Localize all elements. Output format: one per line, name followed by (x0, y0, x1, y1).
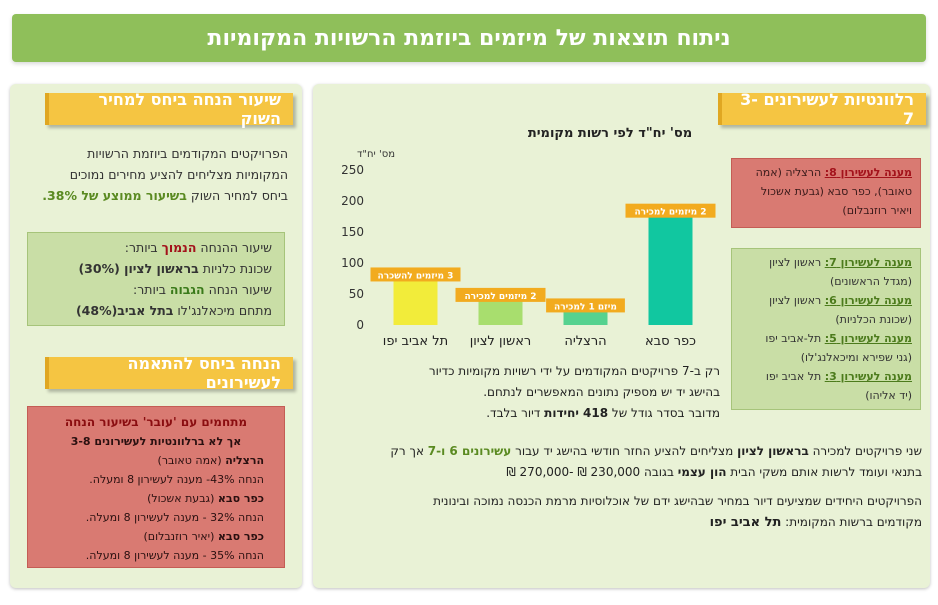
discount-line-1: הפרויקטים המקודמים ביוזמת הרשויות (87, 146, 288, 161)
page-header: ניתוח תוצאות של מיזמים ביוזמת הרשויות המ… (12, 14, 926, 62)
low-suffix: ביותר: (124, 240, 162, 255)
bar-label-tag (546, 298, 625, 313)
projects-paragraph: רק ב-7 פרויקטים המקודמים על ידי רשויות מ… (330, 361, 720, 424)
decile3-label: מענה לעשירון 3: (824, 370, 912, 383)
projects-line-2: בהישג יד יש מספיק נתונים המאפשרים לנתחם. (483, 385, 720, 399)
rishon-text-e: אך רק (390, 444, 428, 458)
rishon-city: בראשון לציון (737, 444, 809, 458)
bar-data-label: 3 מיזמים להשכרה (378, 271, 454, 281)
y-tick-label: 100 (341, 256, 364, 270)
bar (648, 211, 693, 325)
telaviv-city: תל אביב יפו (709, 515, 782, 530)
relevance-ribbon-label: רלוונטיות לעשירונים 3-7 (740, 90, 914, 128)
chart-title: מס' יח"ד לפי רשות מקומית (528, 126, 692, 141)
rishon-deciles: עשירונים 6 ו-7 (427, 444, 512, 458)
high-site: מתחם מיכאלנג'לו (173, 303, 272, 318)
relevance-ribbon: רלוונטיות לעשירונים 3-7 (718, 90, 926, 128)
bar-data-label: 2 מיזמים למכירה (634, 208, 706, 218)
discount-line-3: ביחס למחיר השוק (186, 188, 288, 203)
high-label: שיעור הנחה (204, 282, 272, 297)
decile7-label: מענה לעשירון 7: (824, 256, 912, 269)
x-tick-label: תל אביב יפו (383, 334, 448, 349)
discount-line-2: המקומיות מצליחים להציע מחירים נמוכים (69, 167, 288, 182)
decile3-site: (יד אליהו) (865, 389, 912, 402)
bar-label-tag (370, 267, 461, 282)
failing-title: מתחמים עם 'עובר' בשיעור הנחה (64, 415, 248, 429)
decile-ribbon: הנחה ביחס להתאמה לעשירונים (45, 354, 293, 392)
failing-subtitle: אך לא ברלוונטיות לעשירונים 3-8 (70, 435, 242, 448)
x-tick-label: ראשון לציון (470, 334, 532, 349)
decile8-text-3: ויאיר רוזנבלום) (842, 204, 912, 217)
decile8-label: מענה לעשירון 8: (824, 166, 912, 179)
bar-data-label: מיזם 1 למכירה (554, 302, 617, 312)
failing-site-1: (אמה טאובר) (157, 454, 226, 467)
failing-site-3: (יאיר רוזנבלום) (143, 530, 218, 543)
rishon-text-c: מצליחים להציע החזר חודשי בהישג יד עבור (511, 444, 738, 458)
bar-data-label: 2 מיזמים למכירה (464, 292, 536, 302)
failing-note-2: הנחה 32% - מענה לעשירון 8 ומעלה. (85, 511, 264, 524)
x-tick-label: כפר סבא (645, 334, 696, 349)
high-suffix: ביותר: (133, 282, 170, 297)
bar (393, 275, 438, 325)
decile8-text-1: הרצליה (אמה (755, 166, 825, 179)
bar-chart: מס' יח"ד לפי רשות מקומית מס' יח"ד 0 50 100… (341, 126, 716, 349)
deciles-box: מענה לעשירון 7: ראשון לציון (מגדל הראשונ… (731, 248, 921, 410)
y-tick-label: 200 (341, 194, 364, 208)
decile8-text-2: טאובר), כפר סבא (גבעת אשכול (760, 185, 912, 198)
failing-city-3: כפר סבא (217, 530, 264, 543)
telaviv-paragraph: הפרויקטים היחידים שמציעים דיור במחיר שבה… (330, 491, 922, 533)
y-tick-label: 50 (349, 287, 364, 301)
failing-note-3: הנחה 35% - מענה לעשירון 8 ומעלה. (85, 549, 264, 562)
rishon-paragraph: שני פרויקטים למכירה בראשון לציון מצליחים… (330, 441, 922, 483)
y-tick-label: 0 (356, 318, 364, 332)
low-value: בראשון לציון (30%) (78, 261, 199, 276)
rishon-equity: הון עצמי (677, 465, 727, 479)
decile5-city: תל-אביב יפו (765, 332, 822, 345)
rishon-line2-a: בתנאי ועומד לרשות אותם משקי הבית (726, 465, 922, 479)
y-tick-label: 250 (341, 163, 364, 177)
projects-units: 418 יחידות (544, 406, 609, 420)
decile5-label: מענה לעשירון 5: (824, 332, 912, 345)
decile6-city: ראשון לציון (769, 294, 822, 307)
low-site: שכונת כלניות (198, 261, 272, 276)
projects-line-3-end: דיור בלבד. (486, 406, 545, 420)
discount-ribbon: שיעור הנחה ביחס למחיר השוק (45, 90, 293, 128)
decile8-box: מענה לעשירון 8: הרצליה (אמה טאובר), כפר … (731, 158, 921, 228)
discount-average: בשיעור ממוצע של 38%. (42, 188, 187, 203)
failing-note-1: הנחה 43%- מענה לעשירון 8 ומעלה. (89, 473, 264, 486)
decile6-label: מענה לעשירון 6: (824, 294, 912, 307)
decile7-site: (מגדל הראשונים) (829, 275, 912, 288)
failing-city-2: כפר סבא (217, 492, 264, 505)
decile-ribbon-label: הנחה ביחס להתאמה לעשירונים (127, 354, 281, 392)
projects-line-1: רק ב-7 פרויקטים המקודמים על ידי רשויות מ… (428, 364, 720, 378)
failing-site-2: (גבעת אשכול) (147, 492, 218, 505)
discount-text: הפרויקטים המקודמים ביוזמת הרשויות המקומי… (30, 143, 288, 206)
discount-ribbon-label: שיעור הנחה ביחס למחיר השוק (98, 90, 282, 128)
discount-extremes-box: שיעור ההנחה הנמוך ביותר: שכונת כלניות בר… (27, 232, 285, 326)
decile6-site: (שכונת הכלניות) (835, 313, 912, 326)
y-axis-label: מס' יח"ד (357, 149, 395, 160)
bar-label-tag (455, 287, 546, 302)
rishon-text-a: שני פרויקטים למכירה (808, 444, 922, 458)
high-word: הגבוה (169, 282, 205, 297)
failing-city-1: הרצליה (225, 454, 264, 467)
telaviv-line-1: הפרויקטים היחידים שמציעים דיור במחיר שבה… (433, 494, 922, 508)
decile5-site: (גני שפירא ומיכאלנג'לו) (800, 351, 912, 364)
bar-label-tag (625, 203, 716, 218)
rishon-line2-c: בגובה 230,000 ₪ -270,000 ₪ (506, 465, 678, 479)
decile3-city: תל אביב יפו (765, 370, 822, 383)
low-word: הנמוך (161, 240, 197, 255)
projects-line-3: מדובר בסדר גודל של (608, 406, 720, 420)
high-value: בתל אביב(48%) (75, 303, 174, 318)
page-title: ניתוח תוצאות של מיזמים ביוזמת הרשויות המ… (207, 25, 731, 51)
y-tick-label: 150 (341, 225, 364, 239)
low-label: שיעור ההנחה (196, 240, 272, 255)
x-tick-label: הרצליה (564, 334, 606, 349)
failing-sites-box: מתחמים עם 'עובר' בשיעור הנחה אך לא ברלוו… (27, 406, 285, 568)
decile7-city: ראשון לציון (769, 256, 822, 269)
telaviv-line-2: מקודמים ברשות המקומית: (781, 515, 922, 529)
